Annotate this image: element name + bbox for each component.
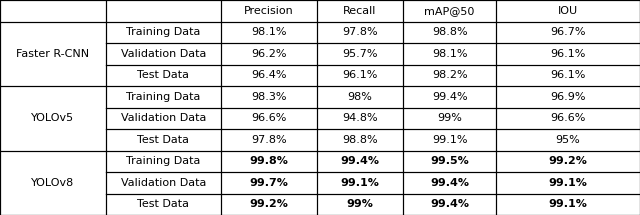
Text: 99.4%: 99.4%: [430, 178, 469, 188]
Text: 99.2%: 99.2%: [250, 199, 288, 209]
Text: 99.1%: 99.1%: [340, 178, 380, 188]
Text: IOU: IOU: [558, 6, 578, 16]
Text: 96.1%: 96.1%: [550, 49, 586, 59]
Text: Test Data: Test Data: [137, 135, 189, 145]
Text: 96.1%: 96.1%: [550, 70, 586, 80]
Text: mAP@50: mAP@50: [424, 6, 475, 16]
Text: 99.1%: 99.1%: [432, 135, 467, 145]
Text: 99.4%: 99.4%: [432, 92, 467, 102]
Text: 97.8%: 97.8%: [251, 135, 287, 145]
Text: 98.1%: 98.1%: [251, 27, 287, 37]
Text: 99%: 99%: [347, 199, 373, 209]
Text: 99.1%: 99.1%: [548, 199, 588, 209]
Text: YOLOv5: YOLOv5: [31, 113, 74, 123]
Text: 95%: 95%: [556, 135, 580, 145]
Text: Training Data: Training Data: [126, 27, 200, 37]
Text: 99.1%: 99.1%: [548, 178, 588, 188]
Text: 98.8%: 98.8%: [342, 135, 378, 145]
Text: Validation Data: Validation Data: [120, 113, 206, 123]
Text: 96.9%: 96.9%: [550, 92, 586, 102]
Text: Test Data: Test Data: [137, 70, 189, 80]
Text: 98.1%: 98.1%: [432, 49, 467, 59]
Text: 96.7%: 96.7%: [550, 27, 586, 37]
Text: 98.2%: 98.2%: [432, 70, 467, 80]
Text: 99.2%: 99.2%: [548, 156, 588, 166]
Text: 96.4%: 96.4%: [251, 70, 287, 80]
Text: 99.7%: 99.7%: [250, 178, 288, 188]
Text: Training Data: Training Data: [126, 156, 200, 166]
Text: 98%: 98%: [348, 92, 372, 102]
Text: 99%: 99%: [437, 113, 462, 123]
Text: 95.7%: 95.7%: [342, 49, 378, 59]
Text: 96.1%: 96.1%: [342, 70, 378, 80]
Text: Faster R-CNN: Faster R-CNN: [16, 49, 90, 59]
Text: Training Data: Training Data: [126, 92, 200, 102]
Text: 94.8%: 94.8%: [342, 113, 378, 123]
Text: Validation Data: Validation Data: [120, 49, 206, 59]
Text: 96.6%: 96.6%: [550, 113, 586, 123]
Text: Precision: Precision: [244, 6, 294, 16]
Text: 98.3%: 98.3%: [251, 92, 287, 102]
Text: Validation Data: Validation Data: [120, 178, 206, 188]
Text: 96.6%: 96.6%: [251, 113, 287, 123]
Text: 99.8%: 99.8%: [250, 156, 288, 166]
Text: 99.4%: 99.4%: [340, 156, 380, 166]
Text: Recall: Recall: [343, 6, 377, 16]
Text: 96.2%: 96.2%: [251, 49, 287, 59]
Text: 99.4%: 99.4%: [430, 199, 469, 209]
Text: YOLOv8: YOLOv8: [31, 178, 74, 188]
Text: 98.8%: 98.8%: [432, 27, 467, 37]
Text: Test Data: Test Data: [137, 199, 189, 209]
Text: 97.8%: 97.8%: [342, 27, 378, 37]
Text: 99.5%: 99.5%: [430, 156, 469, 166]
